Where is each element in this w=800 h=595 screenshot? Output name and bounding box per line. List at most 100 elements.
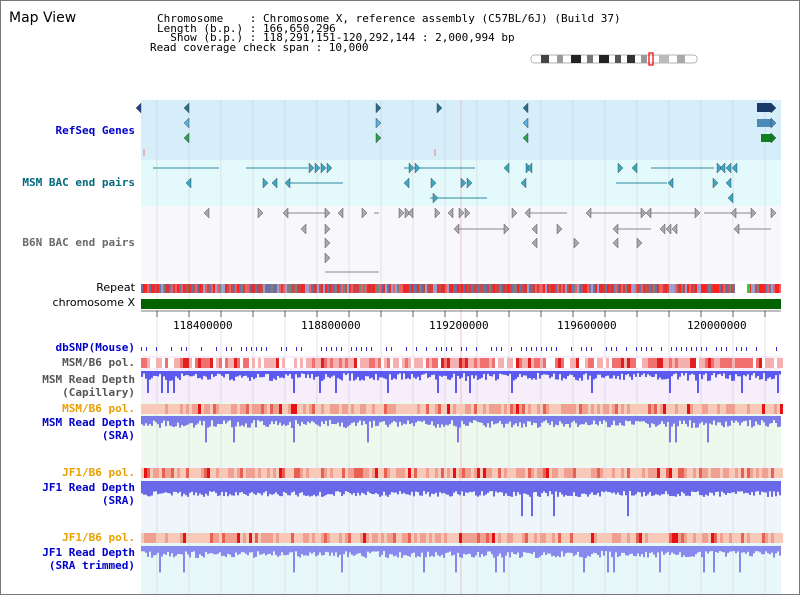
feature-arrow-icon[interactable] [531, 237, 538, 249]
feature-arrow-icon[interactable] [503, 162, 510, 174]
feature-arrow-icon[interactable] [300, 223, 307, 235]
feature-arrow-icon[interactable] [183, 102, 190, 114]
feature-arrow-icon[interactable] [337, 207, 344, 219]
feature-arrow-icon[interactable] [659, 223, 666, 235]
feature-arrow-icon[interactable] [522, 132, 529, 144]
feature-arrow-icon[interactable] [407, 207, 414, 219]
feature-arrow-icon[interactable] [408, 162, 415, 174]
track-label-msm-b6-pol-2[interactable]: MSM/B6 pol. [62, 402, 135, 415]
track-label-jf1-depth-sra-1[interactable]: JF1 Read Depth [42, 481, 135, 494]
feature-arrow-icon[interactable] [719, 162, 726, 174]
feature-arrow-icon[interactable] [526, 162, 533, 174]
feature-arrow-icon[interactable] [458, 207, 465, 219]
feature-arrow-icon[interactable] [522, 102, 529, 114]
feature-arrow-icon[interactable] [453, 223, 460, 235]
feature-arrow-icon[interactable] [612, 223, 619, 235]
feature-arrow-icon[interactable] [725, 177, 732, 189]
feature-arrow-icon[interactable] [324, 223, 331, 235]
feature-arrow-icon[interactable] [531, 223, 538, 235]
feature-arrow-icon[interactable] [770, 132, 777, 144]
feature-arrow-icon[interactable] [770, 117, 777, 129]
track-label-msm-bac[interactable]: MSM BAC end pairs [22, 176, 135, 189]
feature-arrow-icon[interactable] [320, 162, 327, 174]
feature-arrow-icon[interactable] [712, 177, 719, 189]
track-mark [699, 546, 701, 552]
feature-arrow-icon[interactable] [460, 177, 467, 189]
feature-arrow-icon[interactable] [665, 223, 672, 235]
track-mark [737, 481, 739, 492]
feature-arrow-icon[interactable] [271, 177, 278, 189]
track-label-msm-depth-sra-1[interactable]: MSM Read Depth [42, 416, 135, 429]
track-label-dbsnp[interactable]: dbSNP(Mouse) [55, 341, 135, 354]
track-mark [441, 347, 442, 351]
feature-arrow-icon[interactable] [324, 207, 331, 219]
feature-arrow-icon[interactable] [257, 207, 264, 219]
feature-arrow-icon[interactable] [203, 207, 210, 219]
feature-arrow-icon[interactable] [262, 177, 269, 189]
feature-arrow-icon[interactable] [375, 117, 382, 129]
feature-arrow-icon[interactable] [730, 207, 737, 219]
feature-arrow-icon[interactable] [731, 162, 738, 174]
feature-arrow-icon[interactable] [733, 223, 740, 235]
track-label-jf1-depth-trim-1[interactable]: JF1 Read Depth [42, 546, 135, 559]
track-mark [325, 284, 327, 293]
feature-arrow-icon[interactable] [308, 162, 315, 174]
feature-arrow-icon[interactable] [430, 177, 437, 189]
track-mark [372, 533, 375, 543]
feature-arrow-icon[interactable] [617, 162, 624, 174]
feature-arrow-icon[interactable] [520, 177, 527, 189]
track-label-refseq[interactable]: RefSeq Genes [55, 124, 135, 137]
feature-arrow-icon[interactable] [403, 177, 410, 189]
feature-arrow-icon[interactable] [631, 162, 638, 174]
feature-arrow-icon[interactable] [185, 177, 192, 189]
feature-arrow-icon[interactable] [464, 207, 471, 219]
feature-arrow-icon[interactable] [282, 207, 289, 219]
feature-arrow-icon[interactable] [640, 207, 647, 219]
feature-arrow-icon[interactable] [645, 207, 652, 219]
feature-arrow-icon[interactable] [404, 207, 411, 219]
feature-arrow-icon[interactable] [725, 162, 732, 174]
feature-arrow-icon[interactable] [636, 237, 643, 249]
feature-arrow-icon[interactable] [326, 162, 333, 174]
feature-arrow-icon[interactable] [314, 162, 321, 174]
feature-arrow-icon[interactable] [324, 252, 331, 264]
feature-arrow-icon[interactable] [585, 207, 592, 219]
feature-arrow-icon[interactable] [573, 237, 580, 249]
feature-arrow-icon[interactable] [522, 117, 529, 129]
feature-arrow-icon[interactable] [556, 223, 563, 235]
feature-arrow-icon[interactable] [727, 192, 734, 204]
feature-arrow-icon[interactable] [183, 132, 190, 144]
feature-arrow-icon[interactable] [770, 102, 777, 114]
feature-arrow-icon[interactable] [524, 207, 531, 219]
track-label-msm-b6-pol-1[interactable]: MSM/B6 pol. [62, 356, 135, 369]
track-label-jf1-b6-pol-2[interactable]: JF1/B6 pol. [62, 531, 135, 544]
feature-arrow-icon[interactable] [694, 207, 701, 219]
feature-arrow-icon[interactable] [183, 117, 190, 129]
feature-arrow-icon[interactable] [414, 162, 421, 174]
feature-arrow-icon[interactable] [432, 192, 439, 204]
feature-arrow-icon[interactable] [135, 102, 142, 114]
feature-arrow-icon[interactable] [750, 207, 757, 219]
feature-arrow-icon[interactable] [447, 207, 454, 219]
feature-arrow-icon[interactable] [503, 223, 510, 235]
feature-arrow-icon[interactable] [511, 207, 518, 219]
feature-arrow-icon[interactable] [434, 207, 441, 219]
feature-arrow-icon[interactable] [770, 207, 777, 219]
feature-arrow-icon[interactable] [284, 177, 291, 189]
feature-arrow-icon[interactable] [612, 237, 619, 249]
feature-arrow-icon[interactable] [716, 162, 723, 174]
feature-arrow-icon[interactable] [671, 223, 678, 235]
feature-arrow-icon[interactable] [375, 102, 382, 114]
feature-arrow-icon[interactable] [361, 207, 368, 219]
track-mark [774, 468, 777, 478]
feature-arrow-icon[interactable] [466, 177, 473, 189]
feature-arrow-icon[interactable] [398, 207, 405, 219]
feature-arrow-icon[interactable] [667, 177, 674, 189]
track-mark [749, 546, 751, 557]
feature-arrow-icon[interactable] [324, 237, 331, 249]
feature-arrow-icon[interactable] [375, 132, 382, 144]
feature-arrow-icon[interactable] [436, 102, 443, 114]
track-label-jf1-b6-pol-1[interactable]: JF1/B6 pol. [62, 466, 135, 479]
track-label-b6n-bac[interactable]: B6N BAC end pairs [22, 236, 135, 249]
track-label-msm-depth-cap-1[interactable]: MSM Read Depth [42, 373, 135, 386]
